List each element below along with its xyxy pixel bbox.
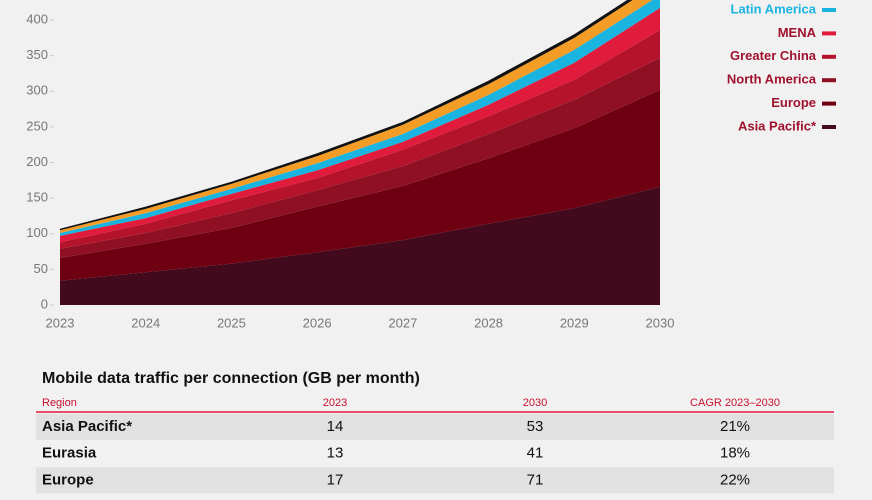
y-tick-label: 300	[26, 83, 48, 98]
legend-label: Greater China	[730, 48, 817, 63]
y-tick-label: 100	[26, 225, 48, 240]
legend-swatch	[822, 31, 836, 36]
x-tick-label: 2028	[474, 315, 503, 330]
area	[60, 89, 660, 281]
legend-label: Asia Pacific*	[738, 118, 817, 133]
row-background	[36, 414, 834, 440]
table-cell: 22%	[720, 471, 750, 488]
area	[60, 186, 660, 305]
table-cell: Europe	[42, 471, 94, 488]
legend-label: Latin America	[731, 1, 817, 16]
table-cell: 53	[527, 418, 544, 435]
table-cell: Asia Pacific*	[42, 418, 132, 435]
table-cell: 71	[527, 471, 544, 488]
table-cell: 21%	[720, 418, 750, 435]
legend-swatch	[822, 101, 836, 106]
x-tick-label: 2025	[217, 315, 246, 330]
y-tick-label: 350	[26, 47, 48, 62]
legend-swatch	[822, 54, 836, 59]
area	[60, 57, 660, 258]
x-tick-label: 2030	[646, 315, 675, 330]
legend-label: North America	[727, 72, 817, 87]
table-header: Region	[42, 397, 77, 409]
table-cell: 14	[327, 418, 344, 435]
table-cell: 18%	[720, 445, 750, 462]
table-title: Mobile data traffic per connection (GB p…	[42, 370, 420, 387]
y-tick-label: 400	[26, 11, 48, 26]
legend-swatch	[822, 125, 836, 129]
table-cell: 17	[327, 471, 344, 488]
y-tick-label: 150	[26, 190, 48, 205]
table-cell: Eurasia	[42, 445, 97, 462]
table-header: 2023	[323, 397, 347, 409]
table-header: 2030	[523, 397, 547, 409]
table-header: CAGR 2023–2030	[690, 397, 780, 409]
x-tick-label: 2029	[560, 315, 589, 330]
y-tick-label: 50	[34, 261, 48, 276]
y-tick-label: 200	[26, 154, 48, 169]
plot-area	[60, 0, 660, 305]
row-background	[36, 467, 834, 494]
x-tick-label: 2027	[388, 315, 417, 330]
y-tick-label: 250	[26, 118, 48, 133]
x-tick-label: 2023	[46, 315, 75, 330]
y-tick-label: 0	[41, 296, 48, 311]
legend-label: Europe	[771, 95, 816, 110]
table-cell: 41	[527, 445, 544, 462]
legend-swatch	[822, 78, 836, 83]
legend-label: MENA	[778, 25, 817, 40]
legend-swatch	[822, 8, 836, 12]
table-cell: 13	[327, 445, 344, 462]
x-tick-label: 2026	[303, 315, 332, 330]
x-tick-label: 2024	[131, 315, 160, 330]
